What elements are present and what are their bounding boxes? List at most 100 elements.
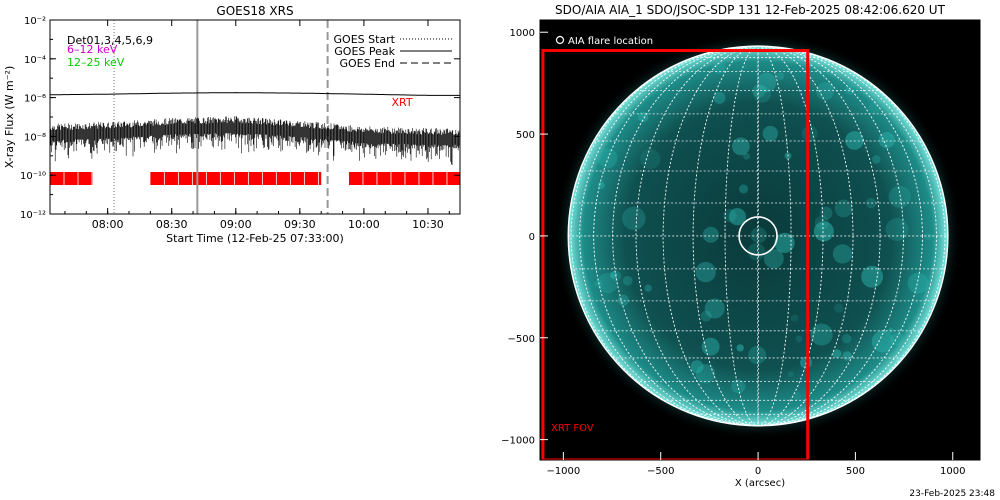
xrt-coverage-bar	[348, 172, 460, 185]
active-region-blob	[832, 349, 842, 359]
active-region-blob	[731, 137, 750, 156]
y-tick-label: 10⁻¹²	[20, 210, 46, 221]
longitude-line	[635, 45, 881, 427]
active-region-blob	[637, 111, 649, 123]
aia-y-tick-label: −1000	[501, 436, 535, 447]
xrt-coverage-bar	[150, 172, 322, 185]
active-region-blob	[752, 84, 766, 98]
active-region-blob	[890, 332, 904, 346]
active-region-blob	[597, 272, 619, 294]
active-region-blob	[762, 125, 779, 142]
goes-plot-area	[50, 20, 460, 214]
active-region-blob	[622, 275, 633, 286]
flare-legend-marker	[555, 35, 565, 45]
aia-x-axis-label: X (arcsec)	[735, 478, 785, 489]
aia-x-tick-label: 500	[846, 466, 865, 477]
active-region-blob	[695, 261, 716, 283]
active-region-blob	[597, 148, 618, 169]
active-region-blob	[756, 72, 777, 93]
active-region-blob	[748, 346, 767, 365]
legend-detectors: Det01,3,4,5,6,9	[67, 34, 153, 47]
active-region-blob	[861, 265, 884, 288]
y-tick-label: 10⁻⁸	[24, 132, 46, 143]
active-region-blob	[731, 379, 746, 394]
active-region-blob	[816, 82, 835, 101]
active-region-blob	[644, 284, 652, 292]
x-tick-label: 10:30	[412, 218, 444, 231]
active-region-blob	[622, 206, 646, 231]
active-region-blob	[617, 294, 629, 306]
aia-image-panel: SDO/AIA AIA_1 SDO/JSOC-SDP 131 12-Feb-20…	[501, 3, 981, 489]
active-region-blob	[690, 360, 704, 374]
aia-frame	[539, 19, 981, 461]
active-region-blob	[738, 184, 749, 194]
legend-goes-start: GOES Start	[334, 33, 396, 46]
active-region-blob	[834, 199, 853, 218]
active-region-blob	[820, 206, 833, 220]
goes-y-axis-label: X-ray Flux (W m⁻²)	[3, 66, 16, 168]
legend-band-12-25: 12–25 keV	[67, 56, 125, 69]
aia-image	[541, 32, 962, 460]
flare-legend-label: AIA flare location	[568, 36, 653, 47]
x-tick-label: 10:00	[348, 218, 380, 231]
active-region-blob	[871, 330, 894, 353]
xrt-fov-rectangle	[541, 49, 810, 460]
active-region-blob	[841, 333, 852, 344]
active-region-blob	[924, 232, 933, 241]
aia-y-tick-label: 1000	[510, 28, 535, 39]
legend-goes-end: GOES End	[339, 57, 395, 70]
aia-y-tick-label: 500	[516, 130, 535, 141]
goes-line-legend: GOES Start GOES Peak GOES End	[334, 33, 452, 70]
xrt-coverage-bar	[50, 172, 93, 185]
active-region-blob	[888, 185, 911, 208]
active-region-blob	[790, 314, 799, 322]
active-region-blob	[832, 244, 853, 264]
goes-title: GOES18 XRS	[216, 4, 293, 18]
active-region-blob	[810, 323, 833, 346]
active-region-blob	[747, 242, 766, 261]
goes-xrs-panel: GOES18 XRS 08:00 08:30 09:00 09:30 10:00 10:3…	[3, 4, 461, 245]
longitude-line	[570, 45, 946, 427]
footer-timestamp: 23-Feb-2025 23:48	[909, 489, 995, 499]
active-region-blob	[907, 272, 929, 294]
xrt-label: XRT	[391, 96, 412, 109]
xrt-fov-label: XRT FOV	[551, 423, 594, 434]
y-tick-label: 10⁻⁶	[24, 94, 46, 105]
active-region-blob	[701, 337, 720, 356]
active-region-blob	[728, 208, 746, 226]
active-region-blob	[597, 181, 605, 189]
active-region-blob	[750, 227, 767, 244]
aia-axes: −1000 −500 0 500 1000 −1000 −500 0 500 1000	[501, 28, 965, 477]
active-region-blob	[640, 149, 661, 170]
active-region-blob	[842, 351, 852, 361]
active-region-blob	[723, 208, 737, 223]
goes-axes: 08:00 08:30 09:00 09:30 10:00 10:30 10⁻² 10⁻⁴ 10…	[20, 16, 460, 231]
active-region-blob	[793, 391, 802, 400]
longitude-line	[593, 45, 923, 427]
active-region-blob	[845, 131, 864, 150]
active-region-blob	[802, 125, 818, 142]
active-region-blob	[787, 370, 794, 378]
active-region-blob	[743, 152, 750, 160]
active-region-blob	[885, 217, 909, 241]
active-region-blob	[795, 335, 803, 343]
legend-goes-peak: GOES Peak	[334, 45, 395, 58]
active-region-blob	[704, 298, 725, 319]
active-region-blob	[871, 155, 881, 164]
active-region-blob	[702, 226, 719, 243]
active-region-blob	[736, 344, 744, 352]
x-tick-label: 08:30	[156, 218, 188, 231]
aia-x-tick-label: 0	[755, 466, 761, 477]
solar-limb	[567, 45, 949, 427]
legend-band-6-12: 6–12 keV	[67, 43, 118, 56]
x-tick-label: 09:00	[220, 218, 252, 231]
y-tick-label: 10⁻⁴	[24, 55, 46, 66]
aia-x-tick-label: −1000	[546, 466, 580, 477]
x-tick-label: 08:00	[92, 218, 124, 231]
aia-x-tick-label: 1000	[940, 466, 965, 477]
aia-y-tick-label: −500	[508, 334, 535, 345]
active-region-blob	[763, 248, 784, 269]
y-tick-label: 10⁻¹⁰	[20, 171, 46, 182]
aia-title: SDO/AIA AIA_1 SDO/JSOC-SDP 131 12-Feb-20…	[555, 3, 946, 17]
